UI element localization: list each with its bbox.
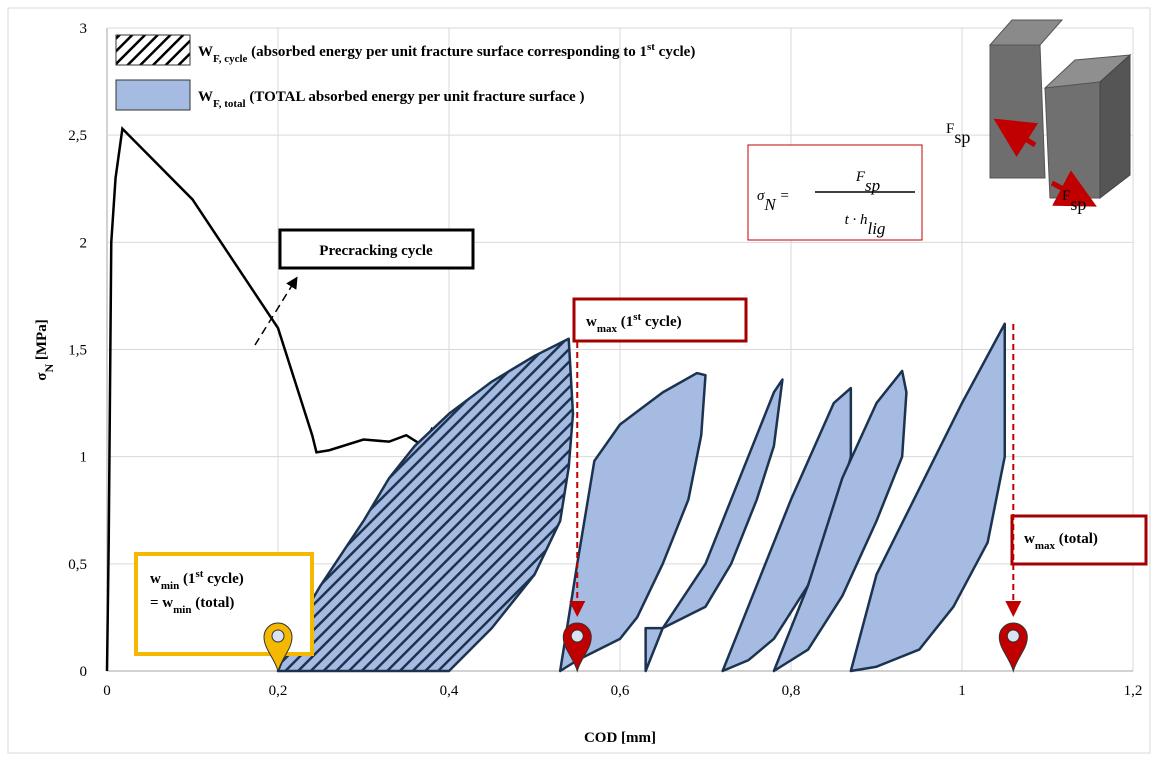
x-axis-label: COD [mm] [584,730,656,746]
y-tick-label: 1 [80,450,88,466]
text-run: Precracking cycle [319,243,433,259]
force-label: Fsp [946,121,970,147]
y-tick-label: 1,5 [68,343,87,359]
x-tick-label: 1 [958,683,966,699]
text-run: cycle) [203,571,243,587]
pin-hole [1006,629,1020,643]
annotation: Precracking cycle [319,243,433,259]
location-pin [998,622,1028,673]
text-run: t · h [845,212,868,228]
text-run: N [42,364,56,373]
x-tick-label: 0,2 [269,683,288,699]
text-run: sp [865,176,880,195]
text-run: (TOTAL absorbed energy per unit fracture… [246,89,585,105]
loop [772,369,908,673]
text-run: F [1062,188,1070,204]
x-tick-label: 0 [103,683,111,699]
frame [7,7,1151,754]
x-tick-label: 0,6 [611,683,630,699]
text-run: max [1035,540,1056,552]
text-run: w [586,314,597,330]
text-run: N [763,195,777,214]
y-tick-label: 2 [80,235,88,251]
y-axis-label: σN [MPa] [34,319,56,380]
y-tick-label: 3 [80,21,88,37]
text-run: (1 [617,314,633,330]
legend-label: WF, total (TOTAL absorbed energy per uni… [198,89,584,110]
location-pin [562,622,592,673]
hatched-loop [276,337,575,673]
annotation-arrow [254,276,298,346]
y-tick-label: 0,5 [68,557,87,573]
text-run: sp [1070,194,1086,214]
text-run: (total) [191,595,234,611]
text-run: lig [867,219,885,238]
text-run: min [161,580,179,592]
text-run: W [198,44,213,60]
text-run: F, cycle [213,53,248,65]
loop [558,371,707,673]
text-run: F [855,169,866,185]
x-tick-label: 0,4 [440,683,459,699]
annotation-box [278,228,475,270]
text-run: COD [mm] [584,730,656,746]
text-run: = [776,188,790,204]
annotation-box [572,297,748,343]
formula-lhs: σN = [757,188,790,214]
text-run: σ [34,372,50,381]
pin-hole [570,629,584,643]
text-run: sp [954,127,970,147]
text-run: st [647,41,655,53]
formula-numerator: Fsp [855,169,880,195]
force-label: Fsp [1062,188,1086,214]
loop [644,378,784,673]
text-run: [MPa] [34,319,50,364]
text-run: σ [757,188,765,204]
text-run: F, total [213,98,246,110]
text-run: cycle) [641,314,681,330]
x-tick-label: 0,8 [782,683,801,699]
location-pin [263,622,293,673]
legend-swatch [115,79,191,111]
annotation: wmin (1st cycle) [150,568,244,592]
annotation: wmax (total) [1024,531,1098,552]
legend-label: WF, cycle (absorbed energy per unit frac… [198,41,695,65]
y-tick-label: 2,5 [68,128,87,144]
text-run: st [195,568,203,580]
annotation-box [1010,514,1148,566]
curve [105,126,450,672]
text-run: (total) [1055,531,1098,547]
text-run: w [1024,531,1035,547]
y-tick-label: 0 [80,664,88,680]
annotation: = wmin (total) [150,595,234,616]
text-run: max [597,323,618,335]
annotation: wmax (1st cycle) [586,311,682,335]
text-run: cycle) [655,44,695,60]
text-run: (absorbed energy per unit fracture surfa… [247,44,647,60]
text-run: = w [150,595,173,611]
text-run: F [946,121,954,137]
loop [849,322,1006,673]
legend-swatch [115,34,191,66]
text-run: w [150,571,161,587]
pin-hole [271,629,285,643]
x-tick-label: 1,2 [1124,683,1143,699]
text-run: (1 [179,571,195,587]
text-run: min [173,604,191,616]
text-run: st [633,311,641,323]
text-run: W [198,89,213,105]
formula-denominator: t · hlig [845,212,886,238]
